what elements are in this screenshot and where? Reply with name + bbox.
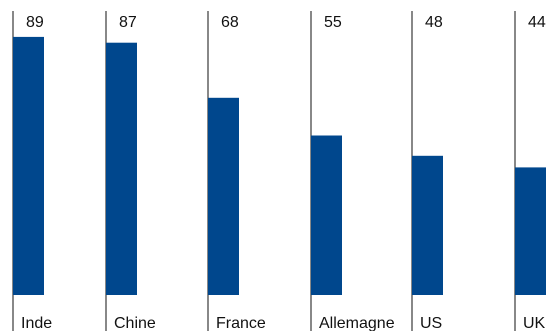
value-label-us: 48: [425, 14, 443, 31]
value-label-chine: 87: [119, 14, 137, 31]
value-label-france: 68: [221, 14, 239, 31]
bar-uk: [515, 167, 546, 295]
category-label-uk: UK: [523, 315, 546, 331]
bar-france: [208, 97, 239, 295]
bar-us: [412, 155, 443, 295]
value-label-uk: 44: [528, 14, 546, 31]
value-label-allemagne: 55: [324, 14, 342, 31]
category-label-allemagne: Allemagne: [319, 315, 395, 331]
category-label-us: US: [420, 315, 442, 331]
value-label-inde: 89: [26, 14, 44, 31]
category-label-chine: Chine: [114, 315, 156, 331]
category-label-inde: Inde: [21, 315, 52, 331]
bar-allemagne: [311, 135, 342, 295]
bar-inde: [13, 36, 44, 296]
bar-chine: [106, 42, 137, 296]
category-label-france: France: [216, 315, 266, 331]
